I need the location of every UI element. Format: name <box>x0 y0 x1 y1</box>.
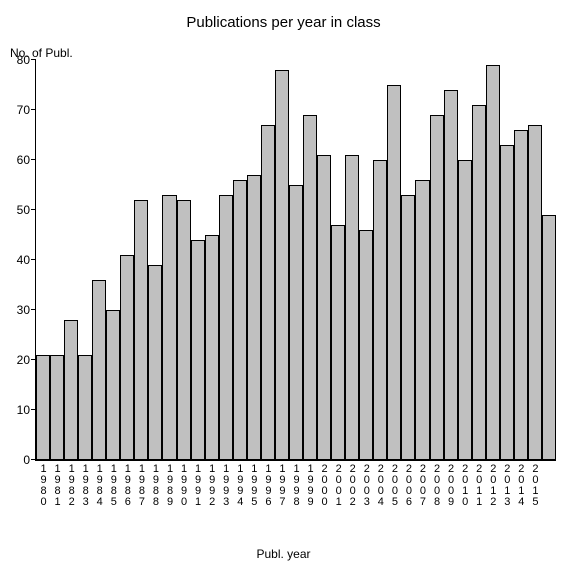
y-tick-mark <box>31 159 36 160</box>
y-tick-label: 30 <box>17 303 30 317</box>
y-tick-label: 20 <box>17 353 30 367</box>
bar <box>430 115 444 460</box>
x-tick-label: 1 9 8 1 <box>55 464 61 508</box>
x-tick-label: 2 0 0 5 <box>392 464 398 508</box>
y-tick-label: 40 <box>17 253 30 267</box>
x-tick-label: 1 9 8 3 <box>83 464 89 508</box>
x-tick-label: 2 0 0 3 <box>364 464 370 508</box>
y-tick-label: 0 <box>23 453 30 467</box>
x-tick-label: 2 0 0 1 <box>336 464 342 508</box>
x-tick-label: 2 0 0 8 <box>434 464 440 508</box>
x-tick-label: 1 9 8 5 <box>111 464 117 508</box>
x-tick-label: 1 9 8 0 <box>40 464 46 508</box>
x-tick-label: 1 9 9 5 <box>251 464 257 508</box>
bar <box>191 240 205 460</box>
bar <box>528 125 542 460</box>
bar <box>373 160 387 460</box>
x-tick-label: 2 0 1 1 <box>476 464 482 508</box>
bar <box>486 65 500 460</box>
bar <box>359 230 373 460</box>
bar <box>514 130 528 460</box>
bar <box>444 90 458 460</box>
y-tick-mark <box>31 209 36 210</box>
bar <box>120 255 134 460</box>
bar <box>458 160 472 460</box>
bar <box>162 195 176 460</box>
bar <box>415 180 429 460</box>
y-tick-mark <box>31 59 36 60</box>
x-tick-label: 2 0 0 9 <box>448 464 454 508</box>
y-tick-mark <box>31 109 36 110</box>
x-tick-label: 1 9 9 8 <box>293 464 299 508</box>
bar <box>177 200 191 460</box>
x-tick-label: 2 0 1 4 <box>518 464 524 508</box>
bar <box>317 155 331 460</box>
bar <box>36 355 50 460</box>
bar <box>401 195 415 460</box>
x-tick-label: 1 9 9 9 <box>307 464 313 508</box>
bar <box>331 225 345 460</box>
bar <box>205 235 219 460</box>
bar <box>303 115 317 460</box>
x-tick-label: 2 0 0 6 <box>406 464 412 508</box>
x-tick-label: 2 0 0 4 <box>378 464 384 508</box>
y-tick-label: 60 <box>17 153 30 167</box>
x-tick-label: 1 9 8 9 <box>167 464 173 508</box>
x-tick-label: 2 0 0 2 <box>350 464 356 508</box>
bar <box>219 195 233 460</box>
x-tick-label: 1 9 9 4 <box>237 464 243 508</box>
bar <box>387 85 401 460</box>
x-tick-label: 2 0 1 5 <box>532 464 538 508</box>
x-tick-label: 1 9 9 7 <box>279 464 285 508</box>
bar <box>64 320 78 460</box>
bar <box>148 265 162 460</box>
bar-chart: Publications per year in class No. of Pu… <box>0 0 567 567</box>
x-tick-label: 1 9 8 4 <box>97 464 103 508</box>
x-tick-label: 1 9 8 8 <box>153 464 159 508</box>
x-axis-label: Publ. year <box>0 547 567 561</box>
bar <box>472 105 486 460</box>
x-tick-label: 1 9 9 3 <box>223 464 229 508</box>
chart-title: Publications per year in class <box>0 14 567 31</box>
x-tick-label: 1 9 8 2 <box>69 464 75 508</box>
x-tick-label: 1 9 8 6 <box>125 464 131 508</box>
x-tick-label: 2 0 0 0 <box>322 464 328 508</box>
bar <box>345 155 359 460</box>
bar <box>233 180 247 460</box>
x-tick-label: 1 9 9 1 <box>195 464 201 508</box>
y-tick-label: 50 <box>17 203 30 217</box>
bar <box>500 145 514 460</box>
y-tick-label: 80 <box>17 53 30 67</box>
bar <box>92 280 106 460</box>
y-tick-label: 10 <box>17 403 30 417</box>
bar <box>275 70 289 460</box>
x-tick-label: 1 9 9 2 <box>209 464 215 508</box>
y-tick-mark <box>31 309 36 310</box>
bar <box>78 355 92 460</box>
bar <box>134 200 148 460</box>
bar <box>50 355 64 460</box>
plot-area: 010203040506070801 9 8 01 9 8 11 9 8 21 … <box>35 60 556 461</box>
x-tick-label: 1 9 9 0 <box>181 464 187 508</box>
bar <box>542 215 556 460</box>
y-tick-mark <box>31 259 36 260</box>
x-tick-label: 2 0 1 3 <box>504 464 510 508</box>
x-tick-label: 2 0 0 7 <box>420 464 426 508</box>
bar <box>289 185 303 460</box>
x-tick-label: 2 0 1 0 <box>462 464 468 508</box>
x-tick-label: 2 0 1 2 <box>490 464 496 508</box>
y-tick-label: 70 <box>17 103 30 117</box>
bar <box>261 125 275 460</box>
bar <box>247 175 261 460</box>
x-tick-label: 1 9 8 7 <box>139 464 145 508</box>
bar <box>106 310 120 460</box>
x-tick-label: 1 9 9 6 <box>265 464 271 508</box>
